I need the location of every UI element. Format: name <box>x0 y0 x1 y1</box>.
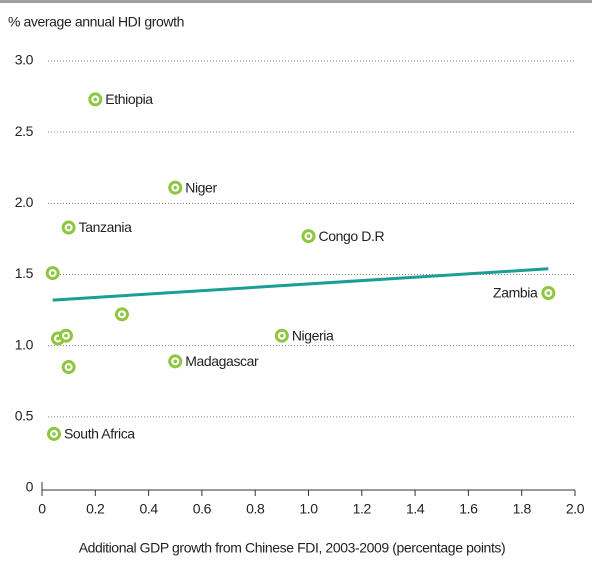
y-axis-title: % average annual HDI growth <box>8 14 184 30</box>
point <box>61 360 76 375</box>
point-label: South Africa <box>64 426 135 442</box>
trend-line <box>52 267 549 302</box>
point <box>114 307 129 322</box>
y-tick-label: 0.5 <box>15 408 34 424</box>
point-label: Zambia <box>493 285 538 301</box>
x-tick-label: 0.2 <box>86 501 105 517</box>
point-label: Nigeria <box>292 327 334 343</box>
y-tick-label: 0 <box>26 479 34 495</box>
x-tick-label: 1.8 <box>513 501 532 517</box>
point <box>58 328 73 343</box>
point-label: Tanzania <box>79 219 132 235</box>
point <box>61 220 76 235</box>
point <box>168 354 183 369</box>
point <box>168 180 183 195</box>
point-label: Congo D.R <box>319 228 385 244</box>
point-label: Niger <box>185 179 217 195</box>
point <box>541 286 556 301</box>
x-tick-label: 0 <box>38 501 46 517</box>
point <box>274 328 289 343</box>
point-label: Ethiopia <box>105 91 153 107</box>
point <box>45 266 60 281</box>
y-tick-label: 2.0 <box>15 194 34 210</box>
y-tick-label: 3.0 <box>15 52 34 68</box>
x-tick-label: 1.4 <box>406 501 425 517</box>
x-tick-label: 1.6 <box>459 501 478 517</box>
x-tick-label: 0.4 <box>139 501 158 517</box>
point-label: Madagascar <box>185 353 259 369</box>
top-border <box>0 0 592 3</box>
x-tick-label: 1.0 <box>299 501 318 517</box>
x-tick-label: 2.0 <box>566 501 585 517</box>
point <box>46 426 61 441</box>
point <box>88 92 103 107</box>
x-axis-title: Additional GDP growth from Chinese FDI, … <box>79 540 506 556</box>
x-tick-label: 0.8 <box>246 501 265 517</box>
y-tick-label: 1.0 <box>15 336 34 352</box>
x-tick-label: 0.6 <box>193 501 212 517</box>
point <box>301 229 316 244</box>
y-tick-label: 1.5 <box>15 265 34 281</box>
x-tick-label: 1.2 <box>353 501 372 517</box>
y-tick-label: 2.5 <box>15 123 34 139</box>
